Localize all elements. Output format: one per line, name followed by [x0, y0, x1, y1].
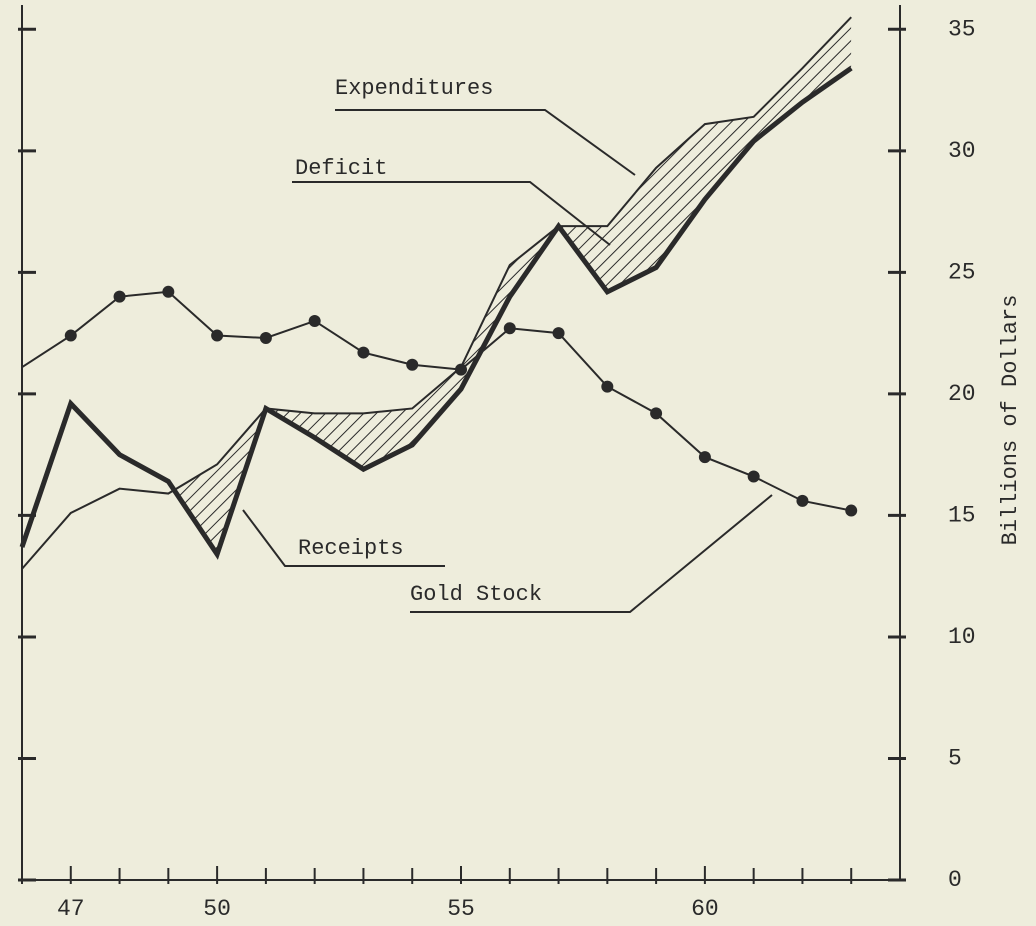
- annotation: Receipts: [298, 536, 404, 561]
- x-tick-label: 50: [203, 896, 231, 922]
- point: [845, 504, 858, 517]
- leader-line: [292, 181, 611, 246]
- leader-line: [242, 509, 445, 567]
- x-tick-label: 55: [447, 896, 475, 922]
- point: [552, 327, 565, 340]
- y-tick-label: 15: [948, 502, 976, 528]
- point: [308, 314, 321, 327]
- x-tick-label: 47: [57, 896, 85, 922]
- x-tick-label: 60: [691, 896, 719, 922]
- point: [162, 285, 175, 298]
- annotation: Expenditures: [335, 76, 493, 101]
- y-tick-label: 10: [948, 624, 976, 650]
- y-axis-label: Billions of Dollars: [998, 295, 1023, 546]
- series-line: [19, 66, 853, 560]
- series-line: [21, 290, 852, 512]
- point: [113, 290, 126, 303]
- point: [259, 331, 272, 344]
- y-tick-label: 20: [948, 381, 976, 407]
- point: [357, 346, 370, 359]
- point: [64, 329, 77, 342]
- point: [455, 363, 467, 376]
- point: [503, 322, 516, 335]
- series-line: [21, 16, 852, 570]
- y-tick-label: 35: [948, 16, 976, 42]
- y-tick-label: 30: [948, 138, 976, 164]
- point: [698, 451, 711, 464]
- point: [211, 329, 224, 342]
- point: [601, 380, 614, 393]
- leader-line: [335, 109, 636, 176]
- y-tick-label: 0: [948, 867, 962, 893]
- point: [650, 407, 663, 420]
- point: [406, 358, 419, 371]
- point: [747, 470, 760, 483]
- point: [796, 494, 809, 507]
- annotation: Deficit: [295, 156, 387, 181]
- y-tick-label: 5: [948, 746, 962, 772]
- leader-line: [410, 494, 773, 613]
- y-tick-label: 25: [948, 259, 976, 285]
- annotation: Gold Stock: [410, 582, 542, 607]
